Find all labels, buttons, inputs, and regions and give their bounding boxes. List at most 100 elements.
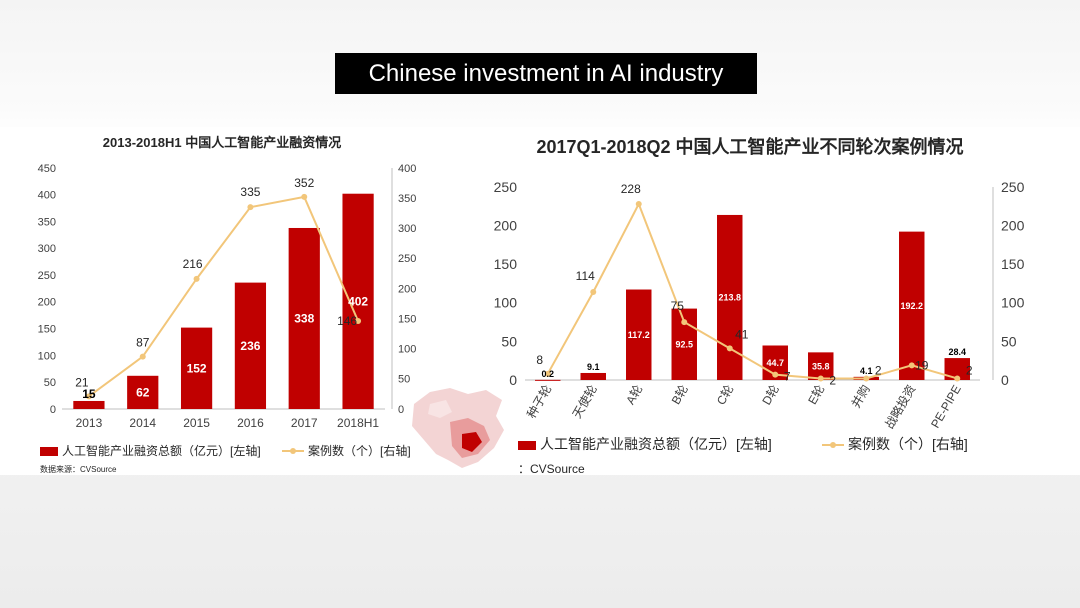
line-point	[139, 353, 146, 360]
bar	[580, 372, 606, 380]
bar-data-label: 236	[240, 339, 260, 353]
bar-data-label: 338	[294, 312, 314, 326]
line-data-label: 87	[136, 336, 150, 350]
line-series	[546, 201, 958, 380]
line-series	[88, 195, 360, 398]
left-axis-tick-label: 450	[38, 163, 56, 175]
category-label: 2013	[76, 416, 103, 430]
legend-marker-line	[830, 442, 836, 448]
right-axis-tick-label: 50	[398, 374, 410, 386]
china-map-image	[412, 388, 504, 468]
line-point	[590, 288, 597, 295]
bar-data-label: 62	[136, 386, 150, 400]
bar	[944, 358, 970, 380]
category-label: E轮	[805, 383, 827, 407]
bar-data-label: 9.1	[587, 362, 600, 372]
bar-data-label: 0.2	[541, 369, 554, 379]
line-point	[85, 393, 92, 400]
line-point	[817, 375, 824, 382]
category-label: D轮	[759, 383, 781, 408]
line-point	[544, 370, 551, 377]
right-axis-tick-label: 0	[1001, 372, 1009, 388]
category-label: 战略投资	[881, 382, 918, 431]
chart-title: 2017Q1-2018Q2 中国人工智能产业不同轮次案例情况	[536, 136, 963, 157]
legend-label-line: 案例数（个）[右轴]	[308, 443, 411, 458]
line-data-label: 41	[735, 327, 749, 341]
right-axis-tick-label: 350	[398, 193, 416, 205]
left-axis-tick-label: 200	[494, 218, 518, 234]
line-data-label: 2	[829, 373, 836, 387]
round-cases-chart-panel: 2017Q1-2018Q2 中国人工智能产业不同轮次案例情况 0 50 100 150 2…	[430, 127, 1080, 476]
bar-data-label: 4.1	[860, 366, 873, 376]
bar-data-label: 192.2	[900, 301, 923, 311]
line-point	[355, 318, 362, 325]
bar-data-label: 44.7	[766, 358, 784, 368]
right-axis-tick-label: 400	[398, 163, 416, 175]
chart-title: 2013-2018H1 中国人工智能产业融资情况	[103, 135, 341, 150]
line-data-label: 228	[621, 182, 641, 196]
category-label: 2014	[129, 416, 156, 430]
right-axis-tick-label: 50	[1001, 333, 1017, 349]
line-data-label: 352	[294, 176, 314, 190]
line-point	[301, 193, 308, 200]
line-data-label: 335	[240, 185, 260, 199]
bar	[234, 282, 267, 409]
legend-label-bar: 人工智能产业融资总额（亿元）[左轴]	[62, 443, 261, 458]
left-axis-tick-label: 250	[494, 179, 518, 195]
category-label: 并购	[848, 382, 873, 410]
category-label: B轮	[669, 383, 691, 407]
line-data-label: 146	[337, 314, 357, 328]
line-point	[863, 375, 870, 382]
right-axis-tick-label: 250	[398, 253, 416, 265]
bar-data-label: 152	[187, 361, 207, 375]
right-axis-tick-label: 200	[398, 283, 416, 295]
annual-financing-chart: 2013-2018H1 中国人工智能产业融资情况 0 50 100 150 200 250 3…	[38, 135, 417, 474]
left-axis-tick-label: 0	[509, 372, 517, 388]
left-axis-tick-label: 50	[44, 377, 56, 389]
legend-label-line: 案例数（个）[右轴]	[848, 436, 968, 452]
left-axis-tick-label: 100	[38, 350, 56, 362]
right-axis-tick-label: 0	[398, 404, 404, 416]
line-point	[908, 362, 915, 369]
line-point	[247, 204, 254, 211]
bar-data-label: 402	[348, 295, 368, 309]
bar	[127, 375, 159, 409]
category-label: 2018H1	[337, 416, 379, 430]
category-label: 天使轮	[569, 382, 600, 421]
left-axis-tick-label: 150	[38, 324, 56, 336]
line-data-label: 2	[875, 363, 882, 377]
line-point	[635, 200, 642, 207]
right-axis-tick-label: 100	[1001, 295, 1025, 311]
bar-data-label: 28.4	[948, 347, 966, 357]
line-point	[954, 375, 961, 382]
right-axis-tick-label: 200	[1001, 218, 1025, 234]
bar	[808, 352, 834, 380]
line-data-label: 8	[536, 353, 543, 367]
category-label: 2017	[291, 416, 318, 430]
left-axis-tick-label: 50	[501, 333, 517, 349]
line-data-label: 7	[784, 370, 791, 384]
bar	[342, 193, 374, 409]
line-point	[726, 345, 733, 352]
left-axis-tick-label: 250	[38, 270, 56, 282]
slide-title: Chinese investment in AI industry	[335, 53, 757, 94]
bar-data-label: 117.2	[628, 330, 650, 340]
line-data-label: 21	[75, 375, 89, 389]
bar	[288, 227, 320, 409]
left-axis-tick-label: 100	[494, 295, 518, 311]
category-label: A轮	[623, 383, 645, 407]
legend-swatch-bar	[40, 447, 58, 456]
right-axis-tick-label: 150	[1001, 256, 1025, 272]
right-axis-tick-label: 100	[398, 344, 416, 356]
bar	[535, 379, 561, 381]
category-label: 2016	[237, 416, 264, 430]
category-label: 2015	[183, 416, 210, 430]
annual-financing-chart-panel: 2013-2018H1 中国人工智能产业融资情况 0 50 100 150 200 250 3…	[0, 127, 430, 475]
line-data-label: 114	[576, 269, 595, 283]
left-axis-tick-label: 300	[38, 243, 56, 255]
bar-data-label: 15	[82, 387, 96, 401]
round-cases-chart: 2017Q1-2018Q2 中国人工智能产业不同轮次案例情况 0 50 100 150 2…	[494, 136, 1025, 476]
bar-data-label: 35.8	[812, 361, 830, 371]
line-point	[772, 371, 779, 378]
bar-data-label: 213.8	[718, 293, 741, 303]
